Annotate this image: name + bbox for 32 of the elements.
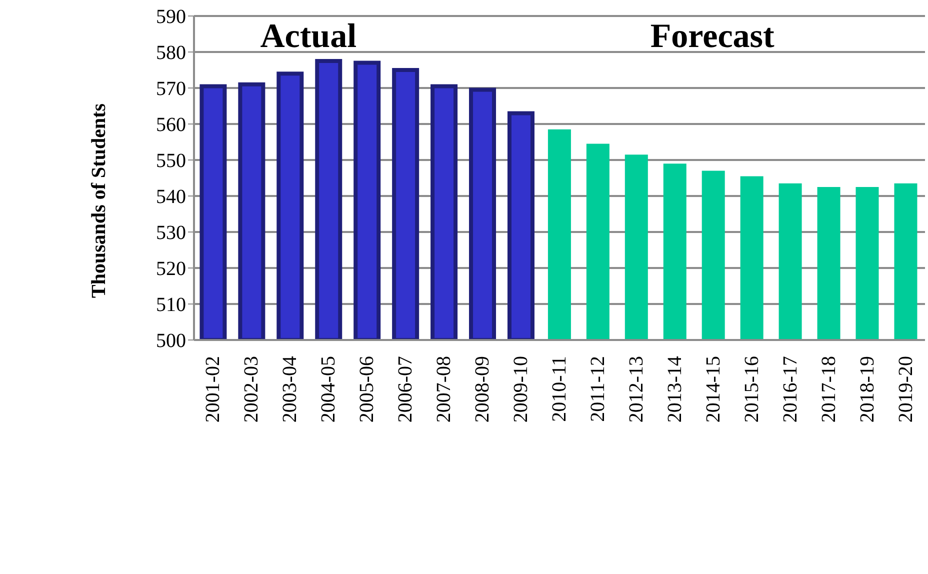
x-tick-label: 2013-14 (664, 356, 686, 423)
y-tick-label: 570 (156, 78, 186, 100)
x-tick-label: 2010-11 (548, 356, 570, 422)
x-tick-label: 2008-09 (472, 356, 494, 423)
x-tick-label: 2019-20 (894, 356, 917, 423)
x-tick-label: 2014-15 (702, 356, 724, 423)
x-tick-label: 2018-19 (856, 356, 878, 423)
x-tick-label: 2016-17 (779, 356, 802, 423)
y-tick-label: 540 (156, 186, 186, 208)
x-tick-label: 2009-10 (510, 356, 532, 423)
y-tick-label: 510 (156, 294, 186, 316)
x-tick-label: 2001-02 (202, 356, 224, 423)
x-tick-label: 2006-07 (394, 356, 417, 423)
y-tick-label: 530 (156, 222, 186, 244)
text: Forecast (650, 18, 774, 56)
x-tick-label: 2003-04 (279, 356, 302, 423)
y-tick-label: 560 (156, 114, 186, 136)
y-tick-label: 580 (156, 42, 186, 64)
x-tick-label: 2012-13 (625, 356, 648, 423)
y-tick-label: 500 (156, 330, 186, 352)
x-tick-label: 2015-16 (740, 356, 763, 423)
y-tick-label: 590 (156, 6, 186, 28)
series-label: Actual (260, 18, 357, 56)
x-tick-label: 2017-18 (818, 356, 840, 423)
y-tick-label: 550 (156, 150, 186, 172)
x-tick-label: 2002-03 (240, 356, 263, 423)
x-tick-label: 2004-05 (318, 356, 340, 423)
x-tick-label: 2005-06 (356, 356, 378, 423)
x-tick-label: 2007-08 (433, 356, 456, 423)
y-axis-title: Thousands of Students (88, 103, 110, 298)
x-tick-label: 2011-12 (586, 356, 609, 422)
y-tick-label: 520 (156, 258, 186, 280)
